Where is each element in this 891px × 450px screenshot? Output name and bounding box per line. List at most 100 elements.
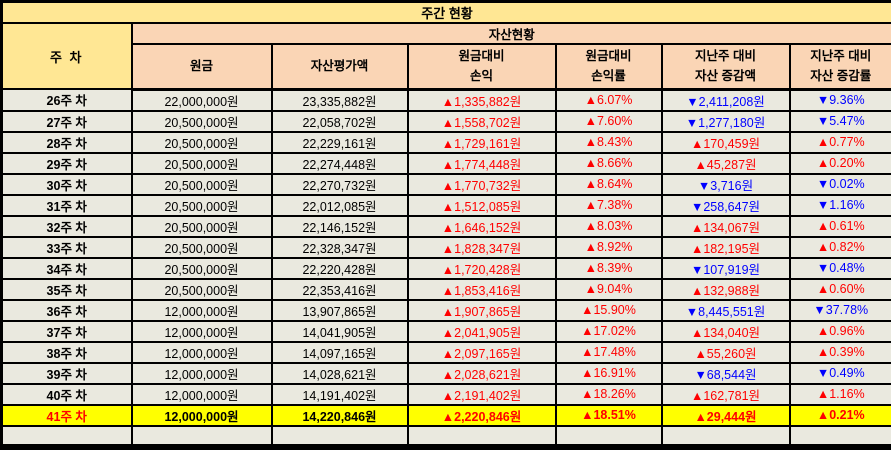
data-cell[interactable]: 20,500,000원	[130, 235, 273, 259]
data-cell[interactable]: ▼9.36%	[788, 88, 891, 112]
data-cell[interactable]: ▲1,729,161원	[406, 130, 557, 154]
data-cell[interactable]: ▲2,220,846원	[406, 403, 557, 427]
data-cell[interactable]: ▲8.43%	[554, 130, 663, 154]
data-cell[interactable]: ▲182,195원	[660, 235, 791, 259]
data-cell[interactable]: ▲29,444원	[660, 403, 791, 427]
data-cell[interactable]: ▲55,260원	[660, 340, 791, 364]
data-cell[interactable]: 12,000,000원	[130, 361, 273, 385]
data-cell[interactable]: 20,500,000원	[130, 193, 273, 217]
week-cell[interactable]: 30주 차	[0, 172, 133, 196]
week-cell[interactable]: 37주 차	[0, 319, 133, 343]
data-cell[interactable]: 20,500,000원	[130, 214, 273, 238]
data-cell[interactable]: ▲0.21%	[788, 403, 891, 427]
data-cell[interactable]: ▲1,335,882원	[406, 88, 557, 112]
week-cell[interactable]: 36주 차	[0, 298, 133, 322]
data-cell[interactable]: ▲0.96%	[788, 319, 891, 343]
data-cell[interactable]: ▲1,558,702원	[406, 109, 557, 133]
week-cell[interactable]: 31주 차	[0, 193, 133, 217]
data-cell[interactable]: ▲134,040원	[660, 319, 791, 343]
data-cell[interactable]: 22,353,416원	[270, 277, 409, 301]
empty-cell[interactable]	[130, 424, 273, 447]
data-cell[interactable]: 12,000,000원	[130, 382, 273, 406]
data-cell[interactable]: ▲1.16%	[788, 382, 891, 406]
data-cell[interactable]: ▲134,067원	[660, 214, 791, 238]
data-cell[interactable]: 20,500,000원	[130, 277, 273, 301]
column-header-0[interactable]: 원금	[130, 43, 273, 91]
data-cell[interactable]: 22,146,152원	[270, 214, 409, 238]
data-cell[interactable]: 14,028,621원	[270, 361, 409, 385]
week-cell[interactable]: 38주 차	[0, 340, 133, 364]
data-cell[interactable]: 12,000,000원	[130, 340, 273, 364]
data-cell[interactable]: 20,500,000원	[130, 256, 273, 280]
data-cell[interactable]: ▲170,459원	[660, 130, 791, 154]
data-cell[interactable]: 13,907,865원	[270, 298, 409, 322]
data-cell[interactable]: 22,328,347원	[270, 235, 409, 259]
data-cell[interactable]: ▲0.60%	[788, 277, 891, 301]
data-cell[interactable]: 14,220,846원	[270, 403, 409, 427]
week-cell[interactable]: 35주 차	[0, 277, 133, 301]
data-cell[interactable]: 22,274,448원	[270, 151, 409, 175]
data-cell[interactable]: ▲18.26%	[554, 382, 663, 406]
empty-cell[interactable]	[270, 424, 409, 447]
data-cell[interactable]: 22,220,428원	[270, 256, 409, 280]
week-cell[interactable]: 32주 차	[0, 214, 133, 238]
data-cell[interactable]: ▲7.38%	[554, 193, 663, 217]
data-cell[interactable]: ▲162,781원	[660, 382, 791, 406]
week-cell[interactable]: 28주 차	[0, 130, 133, 154]
empty-cell[interactable]	[406, 424, 557, 447]
week-cell[interactable]: 41주 차	[0, 403, 133, 427]
empty-cell[interactable]	[788, 424, 891, 447]
data-cell[interactable]: ▼5.47%	[788, 109, 891, 133]
data-cell[interactable]: ▲0.61%	[788, 214, 891, 238]
data-cell[interactable]: 22,229,161원	[270, 130, 409, 154]
column-header-2[interactable]: 원금대비 손익	[406, 43, 557, 91]
data-cell[interactable]: ▼0.02%	[788, 172, 891, 196]
data-cell[interactable]: ▲1,853,416원	[406, 277, 557, 301]
data-cell[interactable]: 20,500,000원	[130, 172, 273, 196]
data-cell[interactable]: ▼3,716원	[660, 172, 791, 196]
data-cell[interactable]: ▲9.04%	[554, 277, 663, 301]
data-cell[interactable]: 12,000,000원	[130, 403, 273, 427]
column-header-5[interactable]: 지난주 대비 자산 증감률	[788, 43, 891, 91]
data-cell[interactable]: ▲18.51%	[554, 403, 663, 427]
data-cell[interactable]: 22,012,085원	[270, 193, 409, 217]
table-title[interactable]: 주간 현황	[0, 0, 891, 24]
data-cell[interactable]: ▲132,988원	[660, 277, 791, 301]
asset-status-group-header[interactable]: 자산현황	[130, 22, 891, 45]
week-cell[interactable]: 39주 차	[0, 361, 133, 385]
data-cell[interactable]: 22,270,732원	[270, 172, 409, 196]
data-cell[interactable]: ▼107,919원	[660, 256, 791, 280]
data-cell[interactable]: ▲8.66%	[554, 151, 663, 175]
data-cell[interactable]: ▲16.91%	[554, 361, 663, 385]
data-cell[interactable]: ▼258,647원	[660, 193, 791, 217]
data-cell[interactable]: ▲2,028,621원	[406, 361, 557, 385]
data-cell[interactable]: ▲1,770,732원	[406, 172, 557, 196]
data-cell[interactable]: ▲2,041,905원	[406, 319, 557, 343]
data-cell[interactable]: 14,097,165원	[270, 340, 409, 364]
data-cell[interactable]: ▼68,544원	[660, 361, 791, 385]
data-cell[interactable]: 22,000,000원	[130, 88, 273, 112]
data-cell[interactable]: ▲8.39%	[554, 256, 663, 280]
week-cell[interactable]: 33주 차	[0, 235, 133, 259]
empty-cell[interactable]	[660, 424, 791, 447]
week-cell[interactable]: 29주 차	[0, 151, 133, 175]
week-cell[interactable]: 26주 차	[0, 88, 133, 112]
data-cell[interactable]: ▲1,907,865원	[406, 298, 557, 322]
data-cell[interactable]: ▲1,646,152원	[406, 214, 557, 238]
column-header-4[interactable]: 지난주 대비 자산 증감액	[660, 43, 791, 91]
data-cell[interactable]: 14,191,402원	[270, 382, 409, 406]
data-cell[interactable]: ▼2,411,208원	[660, 88, 791, 112]
data-cell[interactable]: ▲8.03%	[554, 214, 663, 238]
data-cell[interactable]: ▲0.82%	[788, 235, 891, 259]
data-cell[interactable]: 12,000,000원	[130, 319, 273, 343]
data-cell[interactable]: ▲0.20%	[788, 151, 891, 175]
data-cell[interactable]: ▼1.16%	[788, 193, 891, 217]
data-cell[interactable]: ▲8.64%	[554, 172, 663, 196]
data-cell[interactable]: ▲7.60%	[554, 109, 663, 133]
data-cell[interactable]: ▼37.78%	[788, 298, 891, 322]
data-cell[interactable]: ▲0.77%	[788, 130, 891, 154]
column-header-3[interactable]: 원금대비 손익률	[554, 43, 663, 91]
empty-cell[interactable]	[0, 424, 133, 447]
data-cell[interactable]: ▲1,774,448원	[406, 151, 557, 175]
empty-cell[interactable]	[554, 424, 663, 447]
